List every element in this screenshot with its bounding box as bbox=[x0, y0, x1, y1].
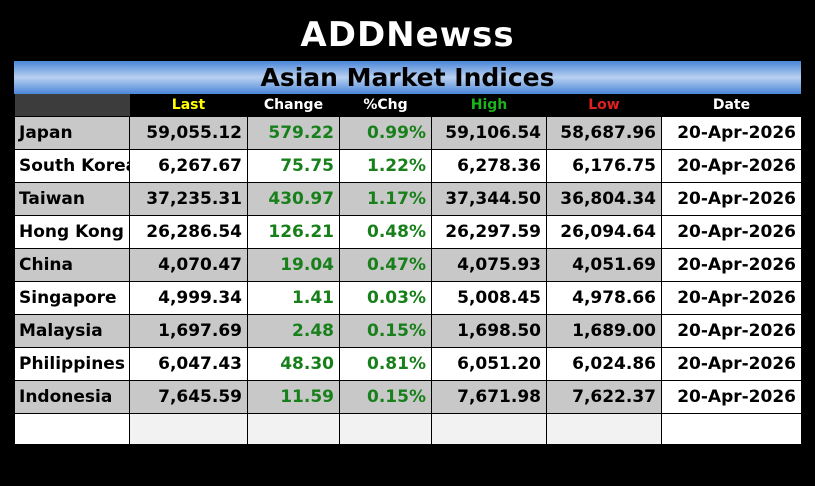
date-cell: 20-Apr-2026 bbox=[661, 182, 802, 216]
change-cell: 11.59 bbox=[247, 380, 340, 414]
high-cell: 4,075.93 bbox=[431, 248, 547, 282]
empty-cell bbox=[129, 413, 248, 445]
header-change: Change bbox=[247, 94, 340, 117]
table-title: Asian Market Indices bbox=[14, 61, 801, 94]
change-cell: 1.41 bbox=[247, 281, 340, 315]
pct-change-cell: 0.99% bbox=[339, 116, 432, 150]
change-cell: 48.30 bbox=[247, 347, 340, 381]
table-row: South Korea 6,267.67 75.75 1.22% 6,278.36 6,1… bbox=[14, 149, 802, 183]
pct-change-cell: 0.03% bbox=[339, 281, 432, 315]
header-index bbox=[14, 94, 130, 117]
last-cell: 26,286.54 bbox=[129, 215, 248, 249]
brand-accent: N bbox=[386, 15, 416, 55]
pct-change-cell: 0.48% bbox=[339, 215, 432, 249]
index-name-cell: Singapore bbox=[14, 281, 130, 315]
high-cell: 7,671.98 bbox=[431, 380, 547, 414]
header-last: Last bbox=[129, 94, 248, 117]
table-row: Taiwan 37,235.31 430.97 1.17% 37,344.50 36,80… bbox=[14, 182, 802, 216]
table-row: China 4,070.47 19.04 0.47% 4,075.93 4,051.69 2… bbox=[14, 248, 802, 282]
pct-change-cell: 1.22% bbox=[339, 149, 432, 183]
last-cell: 59,055.12 bbox=[129, 116, 248, 150]
pct-change-cell: 0.47% bbox=[339, 248, 432, 282]
high-cell: 59,106.54 bbox=[431, 116, 547, 150]
date-cell: 20-Apr-2026 bbox=[661, 116, 802, 150]
table-row: Malaysia 1,697.69 2.48 0.15% 1,698.50 1,689.0… bbox=[14, 314, 802, 348]
date-cell: 20-Apr-2026 bbox=[661, 314, 802, 348]
high-cell: 6,051.20 bbox=[431, 347, 547, 381]
brand-logo: ADDNewss bbox=[0, 12, 815, 58]
table-row: Hong Kong 26,286.54 126.21 0.48% 26,297.59 26… bbox=[14, 215, 802, 249]
last-cell: 7,645.59 bbox=[129, 380, 248, 414]
brand-suffix: ewss bbox=[415, 15, 515, 55]
empty-cell bbox=[431, 413, 547, 445]
change-cell: 126.21 bbox=[247, 215, 340, 249]
table-row: Indonesia 7,645.59 11.59 0.15% 7,671.98 7,622… bbox=[14, 380, 802, 414]
table-row: Singapore 4,999.34 1.41 0.03% 5,008.45 4,978.… bbox=[14, 281, 802, 315]
index-name-cell: South Korea bbox=[14, 149, 130, 183]
change-cell: 2.48 bbox=[247, 314, 340, 348]
empty-cell bbox=[247, 413, 340, 445]
date-cell: 20-Apr-2026 bbox=[661, 149, 802, 183]
low-cell: 4,978.66 bbox=[546, 281, 662, 315]
table-row: Philippines 6,047.43 48.30 0.81% 6,051.20 6,0… bbox=[14, 347, 802, 381]
change-cell: 430.97 bbox=[247, 182, 340, 216]
high-cell: 1,698.50 bbox=[431, 314, 547, 348]
pct-change-cell: 0.15% bbox=[339, 314, 432, 348]
high-cell: 5,008.45 bbox=[431, 281, 547, 315]
empty-cell bbox=[339, 413, 432, 445]
date-cell: 20-Apr-2026 bbox=[661, 281, 802, 315]
table-row: Japan 59,055.12 579.22 0.99% 59,106.54 58,687… bbox=[14, 116, 802, 150]
change-cell: 19.04 bbox=[247, 248, 340, 282]
table-header-row: Last Change %Chg High Low Date bbox=[14, 94, 802, 117]
high-cell: 26,297.59 bbox=[431, 215, 547, 249]
last-cell: 37,235.31 bbox=[129, 182, 248, 216]
index-name-cell: Hong Kong bbox=[14, 215, 130, 249]
last-cell: 6,267.67 bbox=[129, 149, 248, 183]
market-indices-table: Last Change %Chg High Low Date Japan 59,055.12… bbox=[14, 94, 802, 445]
pct-change-cell: 1.17% bbox=[339, 182, 432, 216]
index-name-cell: Indonesia bbox=[14, 380, 130, 414]
low-cell: 36,804.34 bbox=[546, 182, 662, 216]
empty-row bbox=[14, 413, 802, 445]
low-cell: 26,094.64 bbox=[546, 215, 662, 249]
brand-prefix: ADD bbox=[300, 15, 387, 55]
header-high: High bbox=[431, 94, 547, 117]
low-cell: 58,687.96 bbox=[546, 116, 662, 150]
index-name-cell: Philippines bbox=[14, 347, 130, 381]
low-cell: 7,622.37 bbox=[546, 380, 662, 414]
date-cell: 20-Apr-2026 bbox=[661, 248, 802, 282]
table-body: Japan 59,055.12 579.22 0.99% 59,106.54 58,687… bbox=[14, 116, 802, 445]
high-cell: 37,344.50 bbox=[431, 182, 547, 216]
last-cell: 6,047.43 bbox=[129, 347, 248, 381]
change-cell: 75.75 bbox=[247, 149, 340, 183]
last-cell: 4,070.47 bbox=[129, 248, 248, 282]
header-pct-change: %Chg bbox=[339, 94, 432, 117]
low-cell: 6,176.75 bbox=[546, 149, 662, 183]
empty-cell bbox=[546, 413, 662, 445]
empty-cell bbox=[14, 413, 130, 445]
index-name-cell: Taiwan bbox=[14, 182, 130, 216]
pct-change-cell: 0.81% bbox=[339, 347, 432, 381]
last-cell: 4,999.34 bbox=[129, 281, 248, 315]
pct-change-cell: 0.15% bbox=[339, 380, 432, 414]
date-cell: 20-Apr-2026 bbox=[661, 380, 802, 414]
index-name-cell: China bbox=[14, 248, 130, 282]
low-cell: 6,024.86 bbox=[546, 347, 662, 381]
header-date: Date bbox=[661, 94, 802, 117]
date-cell: 20-Apr-2026 bbox=[661, 347, 802, 381]
low-cell: 1,689.00 bbox=[546, 314, 662, 348]
low-cell: 4,051.69 bbox=[546, 248, 662, 282]
change-cell: 579.22 bbox=[247, 116, 340, 150]
high-cell: 6,278.36 bbox=[431, 149, 547, 183]
last-cell: 1,697.69 bbox=[129, 314, 248, 348]
header-low: Low bbox=[546, 94, 662, 117]
index-name-cell: Malaysia bbox=[14, 314, 130, 348]
date-cell: 20-Apr-2026 bbox=[661, 215, 802, 249]
index-name-cell: Japan bbox=[14, 116, 130, 150]
empty-cell bbox=[661, 413, 802, 445]
